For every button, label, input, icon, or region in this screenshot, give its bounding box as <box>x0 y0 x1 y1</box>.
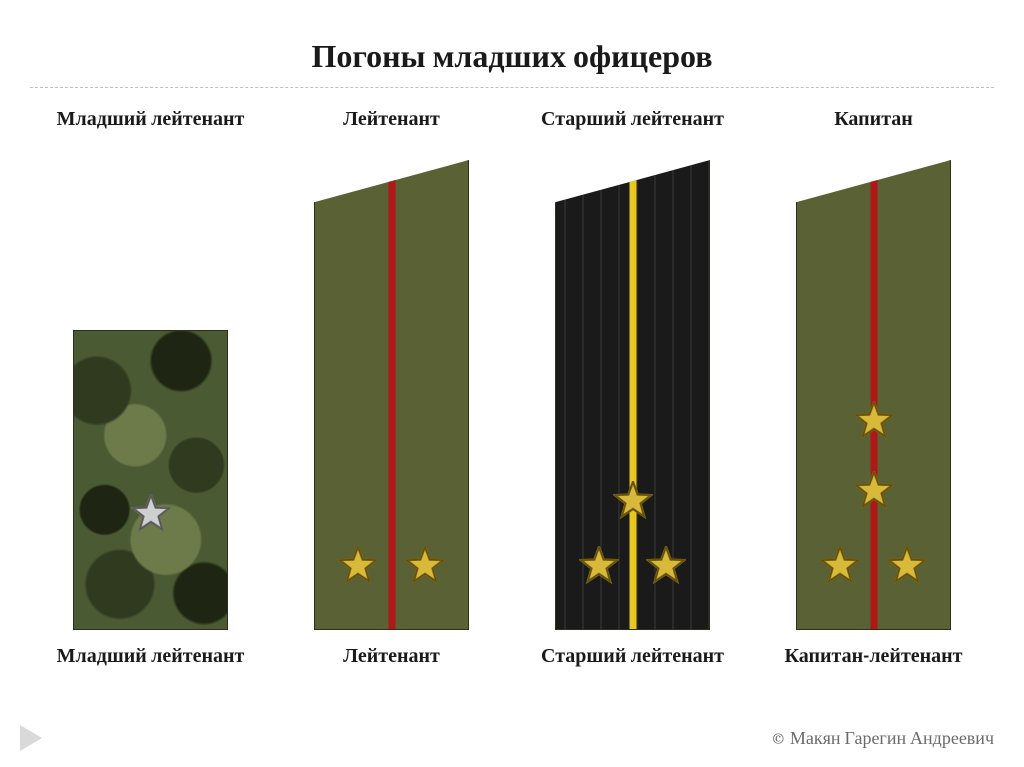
bottom-label: Старший лейтенант <box>541 644 724 667</box>
gold-star-icon <box>338 546 378 590</box>
center-stripe <box>388 161 395 629</box>
strap-wrap <box>314 150 469 630</box>
top-label: Старший лейтенант <box>541 94 724 142</box>
slide-corner-icon <box>20 725 42 751</box>
silver-star-icon <box>131 494 171 538</box>
center-stripe <box>870 161 877 629</box>
camo-background <box>74 331 227 629</box>
top-label: Младший лейтенант <box>57 94 245 142</box>
gold-star-icon <box>854 401 894 445</box>
strap-wrap <box>73 150 228 630</box>
strap-wrap <box>555 150 710 630</box>
gold-star-icon <box>613 481 653 525</box>
gold-star-icon <box>579 546 619 590</box>
gold-star-icon <box>646 546 686 590</box>
center-stripe <box>629 161 636 629</box>
gold-star-icon <box>820 546 860 590</box>
top-label: Капитан <box>834 94 913 142</box>
shoulder-strap <box>555 160 710 630</box>
rank-column-lt: Лейтенант Лейтенант <box>282 94 502 667</box>
shoulder-strap <box>73 330 228 630</box>
gold-star-icon <box>405 546 445 590</box>
insignia-row: Младший лейтенант Младший лейтенантЛейте… <box>0 88 1024 667</box>
strap-wrap <box>796 150 951 630</box>
bottom-label: Капитан-лейтенант <box>784 644 962 667</box>
rank-column-captain: Капитан Капитан-лейтенант <box>764 94 984 667</box>
top-label: Лейтенант <box>343 94 440 142</box>
gold-star-icon <box>887 546 927 590</box>
bottom-label: Младший лейтенант <box>57 644 245 667</box>
rank-column-jr-lt: Младший лейтенант Младший лейтенант <box>41 94 261 667</box>
shoulder-strap <box>796 160 951 630</box>
rank-column-sr-lt: Старший лейтенант Старший лейтенант <box>523 94 743 667</box>
gold-star-icon <box>854 471 894 515</box>
page-title: Погоны младших офицеров <box>0 0 1024 87</box>
bottom-label: Лейтенант <box>343 644 440 667</box>
copyright-text: © Макян Гарегин Андреевич <box>771 728 994 749</box>
shoulder-strap <box>314 160 469 630</box>
